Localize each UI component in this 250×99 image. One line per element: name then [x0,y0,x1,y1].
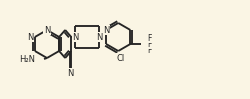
Text: N: N [67,69,74,78]
Text: N: N [103,26,109,34]
Text: F: F [147,46,152,55]
Text: N: N [72,32,78,41]
Text: N: N [72,32,78,41]
Text: N: N [96,32,102,41]
Text: Cl: Cl [116,53,124,62]
Text: N: N [44,26,50,34]
Text: N: N [28,32,34,41]
Text: F: F [147,40,152,49]
Text: F: F [147,33,152,42]
Text: H₂N: H₂N [19,55,35,63]
